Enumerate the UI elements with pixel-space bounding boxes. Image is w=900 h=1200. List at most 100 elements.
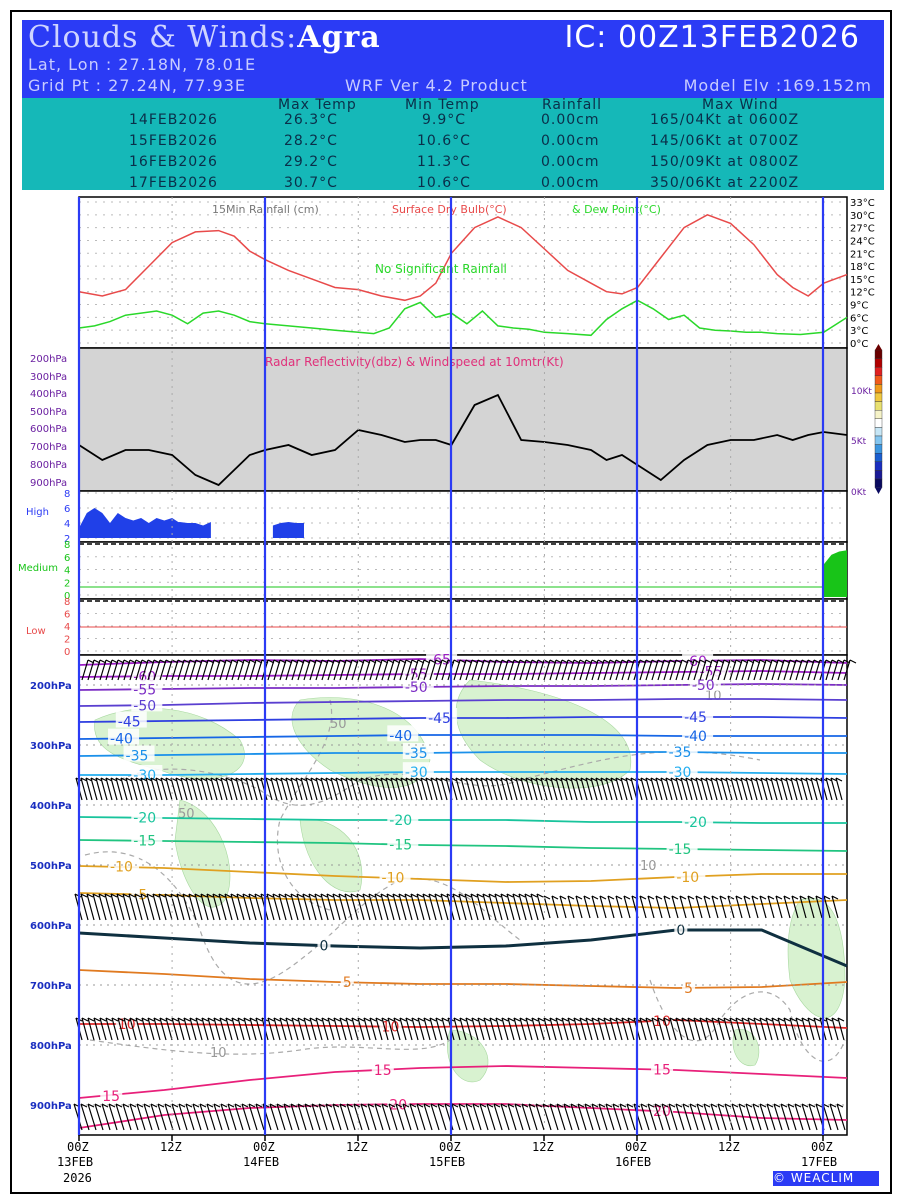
temp-contour-label: 20 [653,1104,671,1120]
temp-tick-label: 0°C [850,339,868,350]
windspeed-tick-label: 10Kt [851,387,872,397]
row-wind: 350/06Kt at 2200Z [650,175,800,191]
contour-label-bg [682,707,714,723]
lat-lon: Lat, Lon : 27.18N, 78.01E [28,55,257,74]
cloud-tick-label: 8 [64,540,70,551]
temp-contour-label: -50 [692,678,715,694]
contour-label-bg [651,1011,674,1028]
contour-label-bg [131,695,163,712]
humidity-shading [732,1029,760,1067]
radar-pressure-label: 400hPa [30,389,67,400]
temp-contour-label: -30 [405,765,428,781]
temp-contour-label: -40 [389,728,412,744]
contour-label-bg [402,664,434,681]
contour-pressure-label: 600hPa [30,921,72,932]
row-rain: 0.00cm [541,112,600,128]
temp-contour-label: 15 [374,1063,392,1079]
temp-contour-label: -20 [133,811,156,827]
contour-pressure-label: 500hPa [30,861,72,872]
dbz-colorbar-cell [874,418,883,428]
temp-contour-label: -35 [126,748,149,764]
humidity-shading [787,897,846,1018]
grey-dashed-contour [119,751,761,806]
dbz-colorbar-top [875,344,882,350]
temp-contour-label: -10 [676,870,699,886]
chart-frame [10,10,892,1194]
medium-cloud-area [823,550,847,597]
grey-dashed-contour [89,1039,451,1055]
cloud-tick-label: 0 [64,647,70,658]
temp-tick-label: 9°C [850,301,868,312]
humidity-shading [291,697,431,788]
row-rain: 0.00cm [541,175,600,191]
contour-pressure-label: 300hPa [30,741,72,752]
contour-label-bg [682,726,714,742]
row-wind: 165/04Kt at 0600Z [650,112,800,128]
row-date: 16FEB2026 [129,154,218,170]
contour-pressure-label: 700hPa [30,981,72,992]
chart-title: Clouds & Winds:Agra [28,20,381,55]
temp-contour [78,716,848,723]
dbz-colorbar-cell [874,392,883,402]
temp-contour [78,969,848,989]
x-date-label: 15FEB [429,1155,465,1169]
col-header-min-temp: Min Temp [405,97,480,113]
cloud-tick-label: 4 [64,519,70,530]
cloud-tick-label: 8 [64,597,70,608]
temp-tick-label: 24°C [850,236,875,247]
x-date-label: 17FEB [801,1155,837,1169]
dbz-colorbar-cell [874,435,883,445]
temp-tick-label: 12°C [850,288,875,299]
contour-label-bg [131,765,163,781]
temp-contour [78,751,847,757]
row-max: 29.2°C [284,154,338,170]
grey-contour-label: 50 [178,807,195,822]
summary-table: Max Temp Min Temp Rainfall Max Wind 14FE… [22,97,884,191]
temp-contour-label: 5 [343,975,352,991]
wind-barbs-200hpa [81,659,857,681]
contour-label-bg [666,742,698,758]
temp-contour-label: -20 [389,813,412,829]
cloud-layer-label: High [26,507,49,518]
row-max: 26.3°C [284,112,338,128]
contour-label-bg [697,661,729,678]
contour-label-bg [682,812,714,829]
temp-contour [78,1103,848,1129]
initial-condition: IC: 00Z13FEB2026 [564,20,860,55]
high-cloud-area [79,508,847,538]
high-cloud-area [272,522,304,538]
legend-dry-bulb: Surface Dry Bulb(°C) [392,203,507,216]
col-header-max-wind: Max Wind [702,97,779,113]
contour-label-bg [131,679,163,696]
contour-label-bg [674,920,688,936]
contour-label-bg [402,677,434,694]
row-wind: 145/06Kt at 0700Z [650,133,800,149]
cloud-tick-label: 6 [64,610,70,621]
contour-label-bg [387,834,419,851]
radar-pressure-label: 300hPa [30,372,67,383]
dbz-colorbar-cell [874,444,883,454]
temp-tick-label: 21°C [850,249,875,260]
contour-label-bg [387,810,419,826]
contour-label-bg [426,708,458,724]
temp-contour [78,839,848,852]
temp-contour-label: -55 [133,682,156,698]
contour-label-bg [666,762,698,778]
grey-dashed-contour [84,851,521,985]
windspeed-tick-label: 5Kt [851,437,867,447]
high-cloud-area [164,522,211,538]
temp-contour-label: 15 [653,1062,671,1078]
x-tick-label: 12Z [718,1140,740,1154]
model-elevation: Model Elv :169.152m [683,76,872,95]
copyright-badge: © WEACLIM [773,1171,879,1186]
dry-bulb-line [78,213,848,302]
contour-label-bg [651,1059,674,1076]
dew-point-line [78,299,848,337]
x-tick-label: 12Z [346,1140,368,1154]
temp-contour [78,1065,848,1099]
temp-tick-label: 27°C [850,224,875,235]
x-tick-label: 00Z [253,1140,275,1154]
row-rain: 0.00cm [541,154,600,170]
dbz-colorbar-cell [874,478,883,488]
radar-title: Radar Reflectivity(dbz) & Windspeed at 1… [265,355,564,369]
